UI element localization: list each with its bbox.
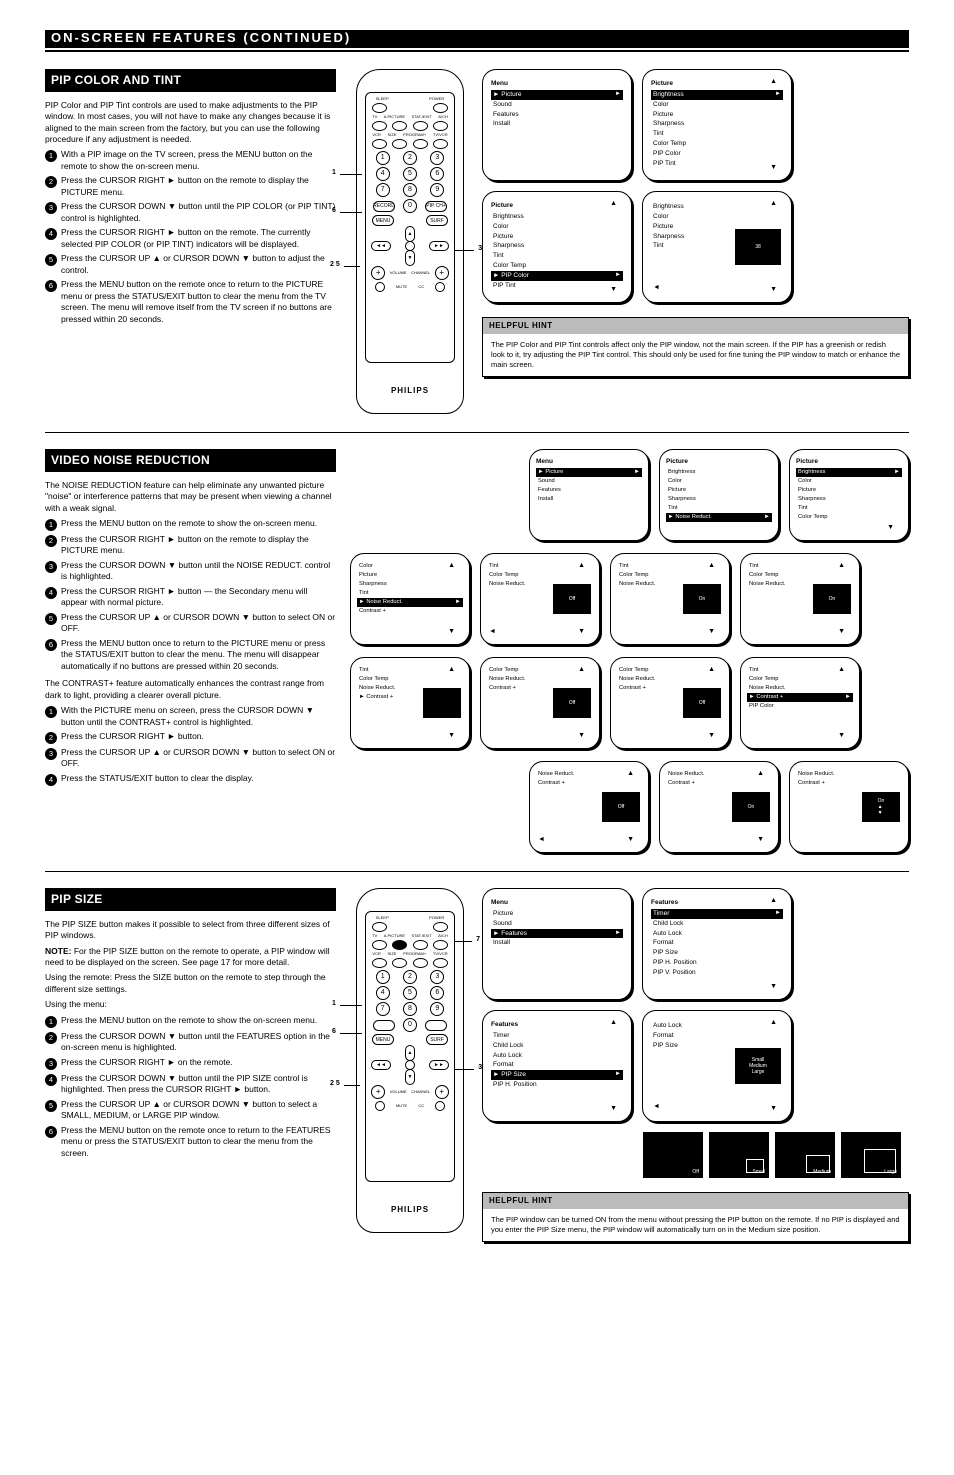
section1-screens: Menu ► Picture► Sound Features Install P… [482, 69, 909, 303]
step: 6Press the MENU button on the remote onc… [45, 279, 336, 325]
screen: Tint Color Temp Noise Reduct. On ▲ ▼ [740, 553, 860, 645]
section3-body: The PIP SIZE button makes it possible to… [45, 919, 336, 1160]
page-header-rule [45, 50, 909, 52]
screen-features2: Features Timer Child Lock Auto Lock Form… [482, 1010, 632, 1122]
section2-title: VIDEO NOISE REDUCTION [45, 449, 336, 471]
step: 1With a PIP image on the TV screen, pres… [45, 149, 336, 172]
pip-thumb-medium: Medium [775, 1132, 835, 1178]
helpbox-body: The PIP Color and PIP Tint controls affe… [483, 334, 908, 376]
section2-screens-row4: Noise Reduct. Contrast + Off ▲ ▼ ◄ Noise… [350, 761, 909, 853]
sleep-btn [372, 103, 387, 113]
remote-control-diagram: SLEEPPOWER TVA.PICTURESTAT./EXITA/CH VCR… [356, 888, 464, 1233]
pip-preview: 38 [735, 229, 781, 265]
section3-using: Using the remote: Press the SIZE button … [45, 972, 336, 995]
remote-brand: PHILIPS [357, 386, 463, 396]
screen-picture: Picture Brightness► Color Picture Sharpn… [642, 69, 792, 181]
section-noise-reduction: VIDEO NOISE REDUCTION The NOISE REDUCTIO… [45, 449, 909, 853]
section1-title: PIP COLOR AND TINT [45, 69, 336, 91]
step: 3Press the CURSOR DOWN ▼ button until th… [45, 201, 336, 224]
screen-features: Features Timer► Child Lock Auto Lock For… [642, 888, 792, 1000]
section1-body: PIP Color and PIP Tint controls are used… [45, 100, 336, 325]
section2-also: The CONTRAST+ feature automatically enha… [45, 678, 336, 701]
screen: Tint Color Temp Noise Reduct. ► Contrast… [350, 657, 470, 749]
screen-size-adjust: Auto Lock Format PIP Size Small Medium L… [642, 1010, 792, 1122]
step: 4Press the CURSOR RIGHT ► button on the … [45, 227, 336, 250]
screen-menu: Menu ► Picture► Sound Features Install [482, 69, 632, 181]
screen: Noise Reduct. Contrast + On▲▼ [789, 761, 909, 853]
helpbox-title: HELPFUL HINT [483, 318, 908, 334]
section1-helpbox: HELPFUL HINT The PIP Color and PIP Tint … [482, 317, 909, 377]
screen-picture-list2: Picture Brightness► Color Picture Sharpn… [789, 449, 909, 541]
section-pip-color-tint: PIP COLOR AND TINT PIP Color and PIP Tin… [45, 69, 909, 414]
screen-pipcolor: Picture Brightness Color Picture Sharpne… [482, 191, 632, 303]
screen: Noise Reduct. Contrast + Off ▲ ▼ ◄ [529, 761, 649, 853]
remote-control-diagram: SLEEPPOWER TVA.PICTURESTAT./EXITA/CH VCR… [356, 69, 464, 414]
screen-contrast-sel: Tint Color Temp Noise Reduct. ► Contrast… [740, 657, 860, 749]
power-btn [433, 103, 448, 113]
screen-menu: Menu Picture Sound ► Features► Install [482, 888, 632, 1000]
section2-screens-row3: Tint Color Temp Noise Reduct. ► Contrast… [350, 657, 909, 749]
screen-noise-on: Tint Color Temp Noise Reduct. On ▲ ▼ [610, 553, 730, 645]
section-pip-size: PIP SIZE The PIP SIZE button makes it po… [45, 888, 909, 1242]
section2-screens-row1: Menu ► Picture► Sound Features Install P… [350, 449, 909, 541]
section3-helpbox: HELPFUL HINT The PIP window can be turne… [482, 1192, 909, 1242]
section3-screens: Menu Picture Sound ► Features► Install F… [482, 888, 909, 1122]
page-header-title: ON-SCREEN FEATURES (CONTINUED) [45, 29, 357, 46]
screen: Color Picture Sharpness Tint ► Noise Red… [350, 553, 470, 645]
pip-thumb-off: Off [643, 1132, 703, 1178]
section3-intro: The PIP SIZE button makes it possible to… [45, 919, 336, 942]
section3-menu-intro: Using the menu: [45, 999, 336, 1010]
pip-size-thumbnails: Off Small Medium Large [482, 1132, 909, 1178]
cursor-dpad: ▲ ▼ ◄◄ ►► [369, 228, 451, 264]
step: 5Press the CURSOR UP ▲ or CURSOR DOWN ▼ … [45, 253, 336, 276]
pip-thumb-small: Small [709, 1132, 769, 1178]
section2-body: The NOISE REDUCTION feature can help eli… [45, 480, 336, 786]
section1-intro: PIP Color and PIP Tint controls are used… [45, 100, 336, 146]
screen: Noise Reduct. Contrast + On ▲ ▼ [659, 761, 779, 853]
screen-picture-list: Picture Brightness Color Picture Sharpne… [659, 449, 779, 541]
section2-screens-row2: Color Picture Sharpness Tint ► Noise Red… [350, 553, 909, 645]
screen-menu: Menu ► Picture► Sound Features Install [529, 449, 649, 541]
pip-thumb-large: Large [841, 1132, 901, 1178]
section3-title: PIP SIZE [45, 888, 336, 910]
screen: Color Temp Noise Reduct. Contrast + Off … [610, 657, 730, 749]
screen: Color Temp Noise Reduct. Contrast + Off … [480, 657, 600, 749]
section-separator [45, 432, 909, 433]
step: 2Press the CURSOR RIGHT ► button on the … [45, 175, 336, 198]
screen-noise-off: Tint Color Temp Noise Reduct. Off ▲ ▼ ◄ [480, 553, 600, 645]
section-separator [45, 871, 909, 872]
menu-btn: MENU [372, 215, 394, 226]
section2-intro: The NOISE REDUCTION feature can help eli… [45, 480, 336, 514]
screen-adjust: Brightness Color Picture Sharpness Tint … [642, 191, 792, 303]
